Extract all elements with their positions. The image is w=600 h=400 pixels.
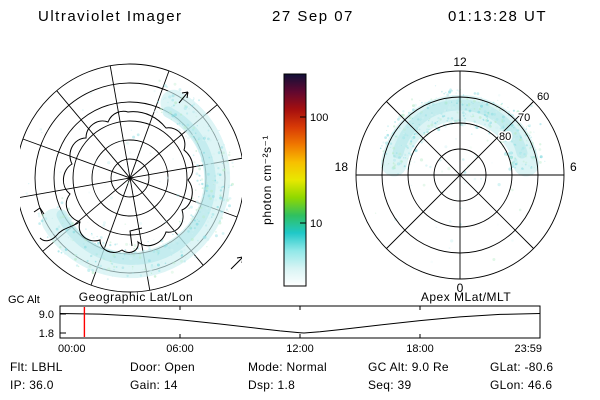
left-plot-caption: Geographic Lat/Lon — [79, 290, 193, 304]
antarctica-coastline — [33, 110, 194, 253]
gc-alt-chart: GC Alt 9.0 1.8 00:00 06:00 12:00 18:00 2… — [8, 294, 542, 355]
arrow-marker-top — [178, 91, 189, 104]
status-door: Door: Open — [130, 360, 195, 374]
xtick-0000: 00:00 — [58, 343, 86, 355]
colorbar: 100 10 photon cm⁻²s⁻¹ — [260, 73, 328, 287]
time-label: 01:13:28 UT — [448, 8, 547, 25]
right-plot-caption: Apex MLat/MLT — [421, 290, 511, 304]
xtick-2359: 23:59 — [514, 343, 542, 355]
arrow-marker-bottom — [230, 256, 242, 270]
app-title: Ultraviolet Imager — [38, 8, 183, 25]
status-flt: Flt: LBHL — [10, 360, 63, 374]
aurora-speckle-right — [379, 88, 546, 171]
mlat-label-70: 70 — [518, 112, 530, 124]
xtick-0600: 06:00 — [166, 343, 194, 355]
gc-alt-ylabel: GC Alt — [8, 294, 40, 306]
mlt-label-18: 18 — [335, 160, 349, 174]
status-ip: IP: 36.0 — [10, 378, 54, 392]
mlt-label-6: 6 — [570, 160, 577, 174]
colorbar-tick-label-100: 100 — [310, 112, 328, 124]
ytick-label-9: 9.0 — [39, 309, 54, 321]
date-label: 27 Sep 07 — [272, 8, 354, 25]
xtick-1200: 12:00 — [286, 343, 314, 355]
status-dsp: Dsp: 1.8 — [248, 378, 295, 392]
colorbar-gradient — [283, 73, 307, 287]
colorbar-tick-label-10: 10 — [310, 218, 322, 230]
mlat-label-80: 80 — [499, 131, 511, 143]
mlt-label-12: 12 — [453, 55, 467, 69]
status-seq: Seq: 39 — [368, 378, 411, 392]
apex-plot: 12 18 6 0 60 70 80 — [335, 55, 577, 295]
xticks — [179, 306, 421, 338]
colorbar-units-label: photon cm⁻²s⁻¹ — [260, 135, 274, 225]
mlt-spokes — [356, 71, 564, 279]
status-gain: Gain: 14 — [130, 378, 178, 392]
gc-alt-curve — [59, 313, 541, 334]
xtick-1800: 18:00 — [406, 343, 434, 355]
status-mode: Mode: Normal — [248, 360, 327, 374]
ytick-label-1-8: 1.8 — [39, 328, 54, 340]
mlt-label-0: 0 — [457, 281, 464, 295]
geographic-plot — [20, 63, 242, 293]
mlat-label-60: 60 — [537, 91, 549, 103]
status-gcalt: GC Alt: 9.0 Re — [368, 360, 449, 374]
status-glat: GLat: -80.6 — [490, 360, 553, 374]
status-glon: GLon: 46.6 — [490, 378, 552, 392]
status-bar: Flt: LBHL Door: Open Mode: Normal GC Alt… — [10, 360, 553, 392]
